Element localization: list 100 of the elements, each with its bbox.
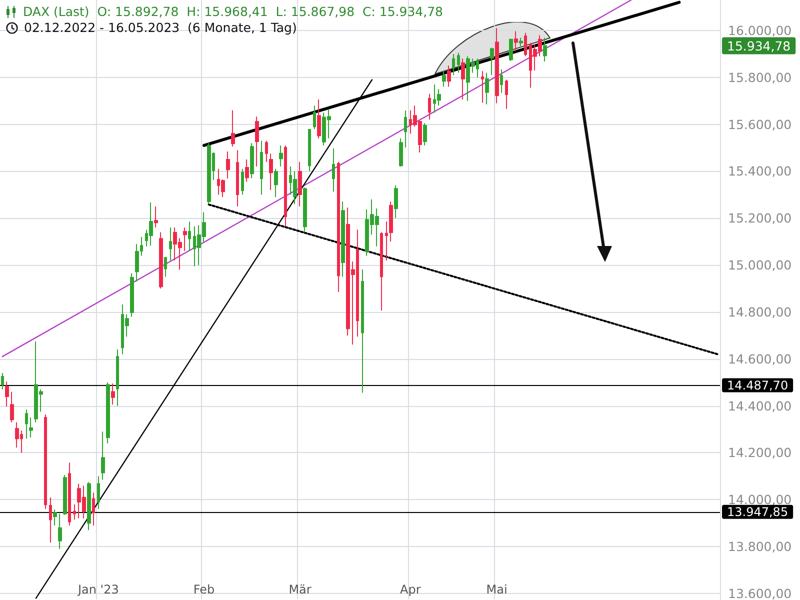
x-tick-label: Jan '23 <box>76 582 119 596</box>
candlestick <box>428 93 431 120</box>
candlestick <box>500 68 503 94</box>
candlestick <box>317 98 321 139</box>
candlestick <box>423 122 427 146</box>
text: 15.934,78 <box>727 38 791 54</box>
candlestick <box>341 201 345 278</box>
candlestick <box>207 142 211 205</box>
candlestick <box>265 140 268 162</box>
candlestick <box>284 144 287 227</box>
candlestick <box>313 105 316 130</box>
candlestick <box>116 349 119 406</box>
candlestick <box>68 462 71 526</box>
candlestick <box>97 476 100 510</box>
candlestick <box>130 272 134 318</box>
x-tick-label: Apr <box>400 582 421 596</box>
candlestick <box>245 159 249 182</box>
candlestick <box>58 513 62 550</box>
y-tick-label: 13.800,00 <box>728 539 792 554</box>
annotation: 02.12.2022 - 16.05.2023 (6 Monate, 1 Tag) <box>24 20 297 35</box>
y-tick-label: 14.000,00 <box>728 492 792 508</box>
candlestick <box>298 161 302 207</box>
candlestick <box>87 482 91 531</box>
candlestick <box>226 151 230 180</box>
candlestick <box>380 232 383 312</box>
candlestick <box>101 431 105 480</box>
candlestick <box>481 70 484 104</box>
candlestick <box>385 220 388 262</box>
candlestick <box>543 37 547 62</box>
x-tick-label: Mai <box>486 582 508 596</box>
candlestick <box>457 52 460 74</box>
candlestick <box>514 30 518 52</box>
candlestick <box>337 161 340 293</box>
candlestick <box>485 72 489 105</box>
y-tick-label: 14.400,00 <box>728 398 792 414</box>
candlestick <box>231 110 235 148</box>
candlestick <box>490 47 494 76</box>
candlestick <box>149 202 153 246</box>
y-tick-label: 14.200,00 <box>728 445 792 460</box>
candlestick <box>394 184 398 219</box>
candlestick <box>44 414 47 510</box>
candlestick <box>442 70 446 88</box>
candlestick <box>236 150 239 207</box>
y-tick-label: 16.000,00 <box>728 22 792 38</box>
candlestick <box>308 128 311 172</box>
candlestick <box>250 142 254 179</box>
chart-title: DAX (Last) <box>23 4 90 19</box>
candlestick <box>447 65 451 88</box>
candlestick <box>303 187 307 233</box>
candlestick <box>154 206 158 228</box>
candlestick <box>452 53 455 76</box>
candlestick <box>293 170 297 205</box>
candlestick <box>188 221 191 252</box>
candlestick <box>241 168 244 196</box>
y-tick-label: 13.600,00 <box>728 586 792 600</box>
candlestick <box>269 153 273 191</box>
candlestick <box>260 140 263 196</box>
candlestick <box>524 32 527 57</box>
candlestick <box>164 256 167 278</box>
candlestick <box>519 37 523 47</box>
candlestick <box>92 492 95 526</box>
y-tick-label: 15.600,00 <box>728 116 792 132</box>
candlestick <box>63 474 67 516</box>
candlestick <box>73 504 76 520</box>
y-tick-label: 15.400,00 <box>728 164 792 179</box>
candlestick <box>332 148 335 192</box>
candlestick <box>15 422 19 448</box>
candlestick <box>25 409 28 440</box>
candlestick <box>111 383 115 406</box>
candlestick <box>279 144 283 168</box>
ref-line-label: 13.947,85 <box>727 504 788 519</box>
candlestick <box>361 269 364 394</box>
candlestick <box>10 391 14 423</box>
candlestick <box>255 116 259 168</box>
candlestick <box>509 38 513 62</box>
candlestick <box>389 201 393 242</box>
ref-line-label: 14.487,70 <box>727 378 788 392</box>
candlestick <box>495 28 499 104</box>
candlestick <box>183 227 187 252</box>
candlestick <box>505 79 508 110</box>
candlestick <box>274 168 278 198</box>
y-tick-label: 15.800,00 <box>728 70 792 85</box>
candlestick <box>169 227 172 261</box>
y-tick-label: 14.600,00 <box>728 351 792 366</box>
candlestick <box>53 509 57 526</box>
candlestick <box>49 497 52 544</box>
x-tick-label: Feb <box>193 582 215 596</box>
candlestick <box>29 417 33 438</box>
candlestick <box>159 232 163 290</box>
candlestick <box>106 382 110 444</box>
candlestick <box>461 58 465 100</box>
candlestick <box>404 110 407 148</box>
candlestick <box>399 138 403 168</box>
y-tick-label: 15.200,00 <box>728 210 792 226</box>
y-tick-label: 15.000,00 <box>728 258 792 273</box>
chart-subtitle: O: 15.892,78 H: 15.968,41 L: 15.867,98 C: 15.934,78 <box>97 4 444 19</box>
x-tick-label: Mär <box>288 582 312 596</box>
y-tick-label: 14.800,00 <box>728 304 792 320</box>
candlestick <box>5 381 9 408</box>
candlestick <box>1 372 4 390</box>
